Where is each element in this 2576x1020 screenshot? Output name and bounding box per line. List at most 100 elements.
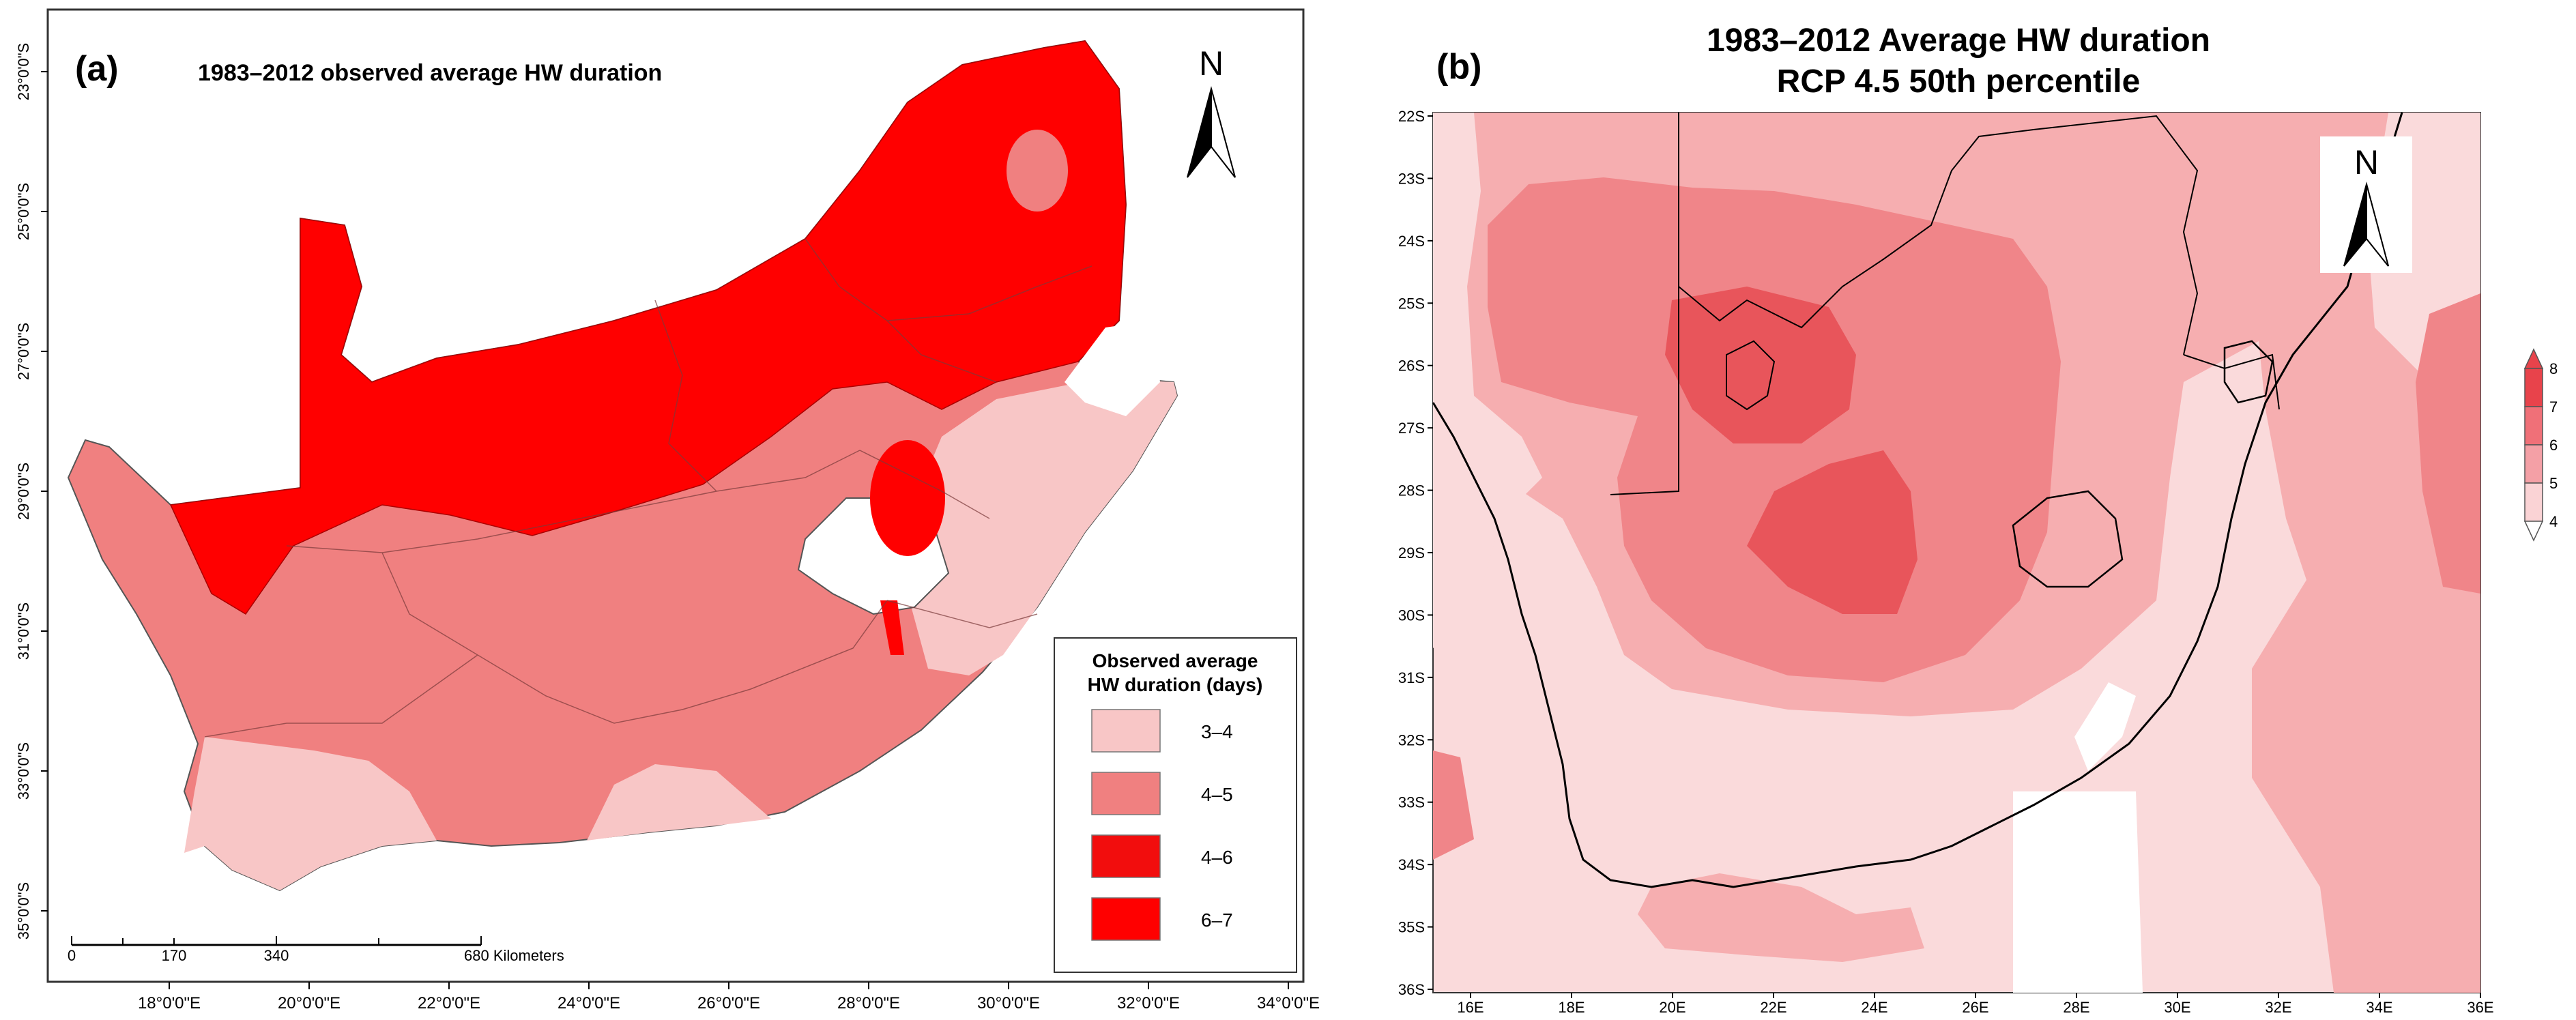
panel-b-label: (b): [1436, 47, 1481, 87]
colorbar-label: 8: [2549, 360, 2558, 377]
colorbar-label: 5: [2549, 475, 2558, 492]
panel-b-border-moz: [2183, 353, 2280, 410]
sa-region-4-6-north: [169, 40, 1127, 615]
contour-level-7-west: [1433, 751, 1474, 860]
sa-region-6-7-sliver: [880, 600, 904, 655]
contour-level-8-a: [1665, 287, 1856, 443]
sa-region-3-4-south: [587, 764, 771, 841]
scale-label-340: 340: [264, 947, 289, 964]
lon-label-a: 24°0'0"E: [558, 994, 620, 1012]
lat-label-b: 33S: [1398, 794, 1425, 811]
panel-b-border-zim: [2033, 115, 2199, 355]
legend-label: 3–4: [1201, 721, 1233, 742]
panel-b-north-arrow: N: [2320, 136, 2412, 273]
colorbar-label: 4: [2549, 513, 2558, 530]
scale-label-0: 0: [68, 947, 76, 964]
province-boundaries: [204, 238, 1092, 738]
lon-label-a: 18°0'0"E: [138, 994, 201, 1012]
lat-label-a: 25°0'0"S: [15, 183, 32, 240]
lon-label-a: 26°0'0"E: [697, 994, 760, 1012]
panel-b-colorbar: 8 7 6 5 4: [2523, 348, 2558, 542]
panel-b-latitude-ticks: 22S 23S 24S 25S 26S 27S 28S 29S 30S 31S 32S 33S 34S 3…: [1398, 108, 1433, 998]
lat-label-b: 27S: [1398, 420, 1425, 437]
lon-label-a: 34°0'0"E: [1257, 994, 1320, 1012]
contour-level-4-white: [2013, 791, 2143, 993]
panel-a-scale-bar: 0 170 340 680 Kilometers: [68, 936, 564, 964]
panel-a-legend: Observed average HW duration (days) 3–4 4…: [1054, 637, 1297, 973]
panel-a-north-label: N: [1199, 44, 1224, 83]
colorbar-label: 7: [2549, 398, 2558, 416]
lat-label-b: 24S: [1398, 233, 1425, 250]
panel-b-title-line2: RCP 4.5 50th percentile: [1777, 63, 2141, 100]
panel-a-latitude-ticks: 23°0'0"S 25°0'0"S 27°0'0"S 29°0'0"S 31°0'0"S…: [15, 43, 48, 939]
swaziland: [1065, 321, 1160, 416]
legend-title-line1: Observed average: [1092, 650, 1258, 671]
lat-label-a: 35°0'0"S: [15, 882, 32, 939]
lon-label-a: 20°0'0"E: [278, 994, 341, 1012]
legend-swatch: [1091, 897, 1161, 941]
lat-label-b: 30S: [1398, 607, 1425, 624]
panel-a-title: 1983–2012 observed average HW duration: [198, 60, 662, 86]
contour-level-7-east: [2416, 293, 2480, 594]
scale-label-680: 680 Kilometers: [464, 947, 564, 964]
lon-label-b: 20E: [1659, 999, 1685, 1016]
colorbar-bottom-arrow: [2523, 521, 2544, 542]
panel-a: (a) 1983–2012 observed average HW durati…: [15, 8, 1320, 1012]
lat-label-b: 26S: [1398, 358, 1425, 375]
panel-b: N (b) 1983–2012 Average HW duration RCP …: [1398, 23, 2558, 1016]
lon-label-b: 36E: [2467, 999, 2493, 1016]
colorbar-segment: [2524, 482, 2543, 522]
legend-swatch: [1091, 772, 1161, 815]
lat-label-b: 36S: [1398, 981, 1425, 998]
lat-label-b: 34S: [1398, 856, 1425, 873]
lat-label-b: 22S: [1398, 108, 1425, 125]
lon-label-b: 32E: [2265, 999, 2291, 1016]
scale-label-170: 170: [162, 947, 187, 964]
colorbar-segment: [2524, 406, 2543, 446]
legend-swatch: [1091, 709, 1161, 753]
lon-label-b: 26E: [1962, 999, 1988, 1016]
colorbar-segment: [2524, 444, 2543, 484]
panel-b-lake: [1726, 340, 1776, 411]
lon-label-a: 22°0'0"E: [418, 994, 480, 1012]
sa-region-3-4-east: [908, 379, 1177, 675]
panel-a-north-arrow: N: [1187, 44, 1236, 178]
lon-label-b: 16E: [1457, 999, 1484, 1016]
lon-label-a: 32°0'0"E: [1117, 994, 1180, 1012]
lat-label-b: 25S: [1398, 295, 1425, 312]
colorbar-top-arrow: [2523, 348, 2544, 369]
lat-label-b: 32S: [1398, 731, 1425, 748]
contour-level-6-sw-patch: [1638, 873, 1924, 962]
lat-label-a: 31°0'0"S: [15, 602, 32, 660]
lat-label-a: 29°0'0"S: [15, 463, 32, 520]
lat-label-b: 28S: [1398, 482, 1425, 499]
lat-label-b: 23S: [1398, 170, 1425, 187]
lat-label-a: 33°0'0"S: [15, 742, 32, 800]
panel-b-longitude-ticks: 16E 18E 20E 22E 24E 26E 28E 30E 32E 34E 36E: [1457, 993, 2494, 1016]
lon-label-b: 28E: [2063, 999, 2089, 1016]
panel-b-border-namibia: [1610, 113, 1679, 495]
lat-label-b: 29S: [1398, 544, 1425, 562]
legend-title-line2: HW duration (days): [1088, 674, 1263, 695]
contour-level-4-white-2: [2074, 682, 2136, 771]
panel-b-swaziland-outline: [2223, 340, 2274, 404]
panel-b-title-line1: 1983–2012 Average HW duration: [1707, 23, 2210, 59]
panel-b-lesotho-outline: [2012, 490, 2124, 588]
legend-label: 6–7: [1201, 909, 1233, 931]
lat-label-a: 23°0'0"S: [15, 43, 32, 100]
panel-b-border-botswana: [1678, 129, 2034, 329]
legend-swatch: [1091, 834, 1161, 878]
sa-region-4-5-northeast-patch: [1007, 130, 1068, 212]
colorbar-label: 6: [2549, 437, 2558, 454]
lat-label-b: 35S: [1398, 919, 1425, 936]
panel-a-longitude-ticks: 18°0'0"E 20°0'0"E 22°0'0"E 24°0'0"E 26°0'0"E…: [138, 982, 1320, 1012]
lat-label-a: 27°0'0"S: [15, 323, 32, 380]
panel-b-north-label: N: [2354, 143, 2379, 181]
colorbar-segment: [2524, 368, 2543, 407]
legend-label: 4–5: [1201, 784, 1233, 805]
lon-label-b: 18E: [1558, 999, 1584, 1016]
sa-region-6-7-east-blob: [870, 440, 945, 556]
lon-label-a: 28°0'0"E: [837, 994, 900, 1012]
legend-label: 4–6: [1201, 847, 1233, 868]
lon-label-b: 30E: [2164, 999, 2190, 1016]
